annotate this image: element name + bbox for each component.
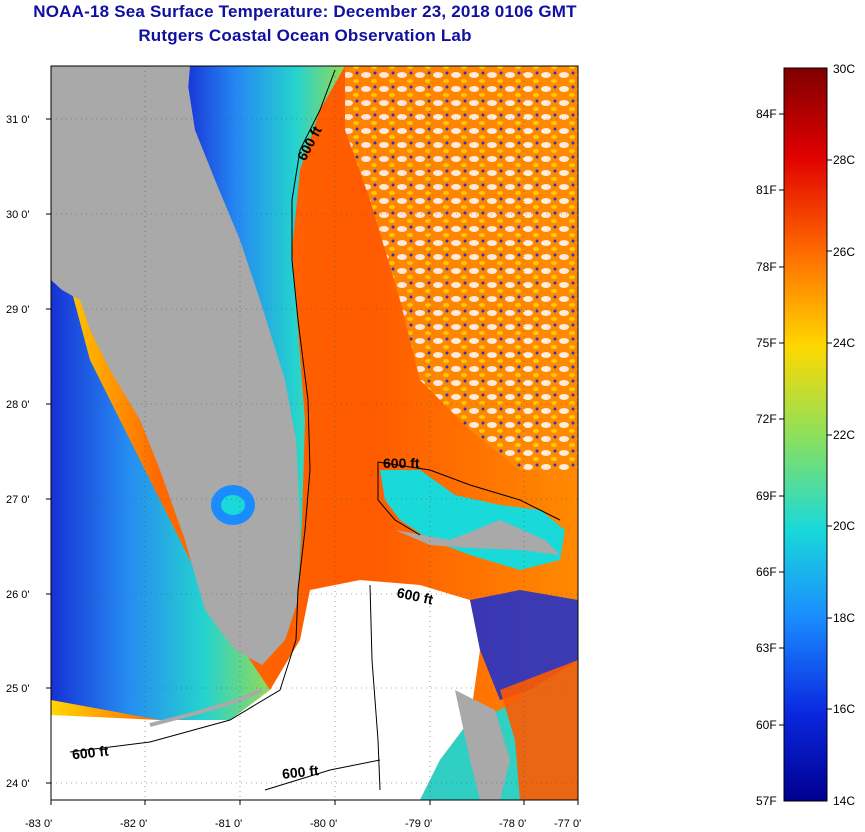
celsius-label: 14C	[833, 794, 855, 808]
contour-label: 600 ft	[71, 743, 109, 763]
celsius-label: 30C	[833, 62, 855, 76]
colorbar-celsius-labels: 30C 28C 26C 24C 22C 20C 18C 16C 14C	[833, 62, 855, 808]
lat-tick-label: 29 0'	[6, 304, 30, 316]
longitude-labels: -83 0' -82 0' -81 0' -80 0' -79 0' -78 0…	[25, 818, 581, 830]
axis-ticks	[46, 118, 579, 805]
contour-label: 600 ft	[395, 584, 434, 607]
cloud-cover-south	[51, 580, 480, 800]
celsius-label: 16C	[833, 702, 855, 716]
grand-bahama-island	[395, 520, 560, 555]
celsius-label: 22C	[833, 428, 855, 442]
georgia-landmass	[51, 66, 190, 170]
map-subtitle: Rutgers Coastal Ocean Observation Lab	[138, 26, 472, 45]
contour-label: 600 ft	[281, 762, 319, 782]
lat-tick-label: 25 0'	[6, 683, 30, 695]
map-title: NOAA-18 Sea Surface Temperature: Decembe…	[33, 2, 577, 21]
colorbar-ticks	[779, 113, 832, 726]
lon-tick-label: -81 0'	[215, 818, 242, 830]
lon-tick-label: -83 0'	[25, 818, 52, 830]
celsius-label: 26C	[833, 245, 855, 259]
fahrenheit-label: 69F	[756, 489, 777, 503]
colorbar	[783, 67, 828, 802]
celsius-label: 20C	[833, 519, 855, 533]
latitude-labels: 24 0' 25 0' 26 0' 27 0' 28 0' 29 0' 30 0…	[6, 114, 30, 790]
celsius-label: 28C	[833, 153, 855, 167]
map-frame	[50, 65, 579, 801]
fahrenheit-label: 66F	[756, 565, 777, 579]
celsius-label: 24C	[833, 336, 855, 350]
fahrenheit-label: 75F	[756, 336, 777, 350]
lat-tick-label: 27 0'	[6, 494, 30, 506]
lat-tick-label: 30 0'	[6, 209, 30, 221]
lon-tick-label: -79 0'	[405, 818, 432, 830]
fahrenheit-label: 81F	[756, 183, 777, 197]
lon-tick-label: -78 0'	[499, 818, 526, 830]
fahrenheit-label: 84F	[756, 107, 777, 121]
contour-label: 600 ft	[383, 455, 420, 471]
lon-tick-label: -80 0'	[310, 818, 337, 830]
fahrenheit-label: 78F	[756, 260, 777, 274]
lat-tick-label: 28 0'	[6, 399, 30, 411]
florida-keys	[149, 688, 263, 727]
fahrenheit-label: 57F	[756, 794, 777, 808]
celsius-label: 18C	[833, 611, 855, 625]
sst-image	[51, 66, 578, 800]
lon-tick-label: -77 0'	[554, 818, 581, 830]
lon-tick-label: -82 0'	[120, 818, 147, 830]
fahrenheit-label: 72F	[756, 412, 777, 426]
lat-tick-label: 24 0'	[6, 778, 30, 790]
bathymetry-contours	[69, 69, 561, 791]
cloud-cover-ne	[345, 66, 578, 470]
colorbar-fahrenheit-labels: 84F 81F 78F 75F 72F 69F 66F 63F 60F 57F	[756, 107, 777, 808]
lat-tick-label: 31 0'	[6, 114, 30, 126]
lat-tick-label: 26 0'	[6, 589, 30, 601]
fahrenheit-label: 63F	[756, 641, 777, 655]
fahrenheit-label: 60F	[756, 718, 777, 732]
andros-island	[455, 690, 510, 800]
